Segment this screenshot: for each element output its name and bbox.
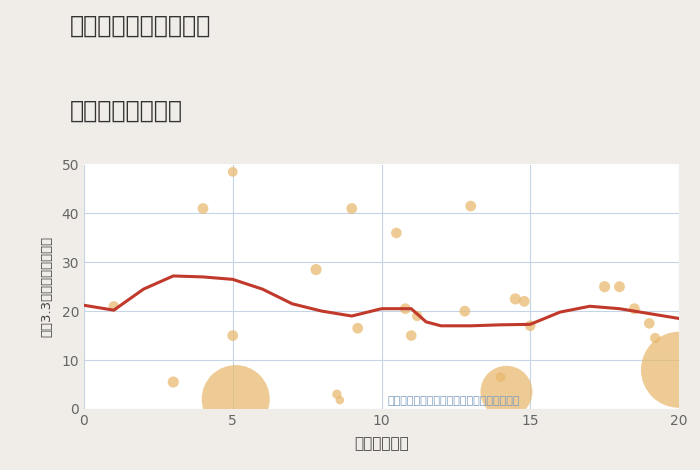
Point bbox=[629, 305, 640, 313]
Point bbox=[599, 283, 610, 290]
Point bbox=[650, 334, 661, 342]
Point bbox=[400, 305, 411, 313]
Text: 円の大きさは、取引のあった物件面積を示す: 円の大きさは、取引のあった物件面積を示す bbox=[388, 397, 520, 407]
Point bbox=[459, 307, 470, 315]
Point bbox=[673, 366, 685, 374]
Point bbox=[614, 283, 625, 290]
Point bbox=[412, 312, 423, 320]
Y-axis label: 坪（3.3㎡）単価（万円）: 坪（3.3㎡）単価（万円） bbox=[40, 236, 53, 337]
Point bbox=[352, 324, 363, 332]
Point bbox=[644, 320, 655, 327]
Text: 千葉県成田市多良貝の: 千葉県成田市多良貝の bbox=[70, 14, 211, 38]
X-axis label: 駅距離（分）: 駅距離（分） bbox=[354, 436, 409, 451]
Point bbox=[510, 295, 521, 303]
Point bbox=[310, 266, 321, 274]
Point bbox=[495, 373, 506, 381]
Point bbox=[331, 391, 342, 398]
Point bbox=[230, 395, 241, 403]
Point bbox=[227, 332, 238, 339]
Point bbox=[168, 378, 179, 386]
Point bbox=[501, 388, 512, 396]
Point bbox=[227, 168, 238, 176]
Point bbox=[391, 229, 402, 237]
Point bbox=[406, 332, 417, 339]
Point bbox=[335, 396, 346, 404]
Point bbox=[197, 205, 209, 212]
Point bbox=[525, 322, 536, 329]
Point bbox=[465, 202, 476, 210]
Point bbox=[346, 205, 357, 212]
Point bbox=[519, 298, 530, 305]
Text: 駅距離別土地価格: 駅距離別土地価格 bbox=[70, 99, 183, 123]
Point bbox=[108, 303, 119, 310]
